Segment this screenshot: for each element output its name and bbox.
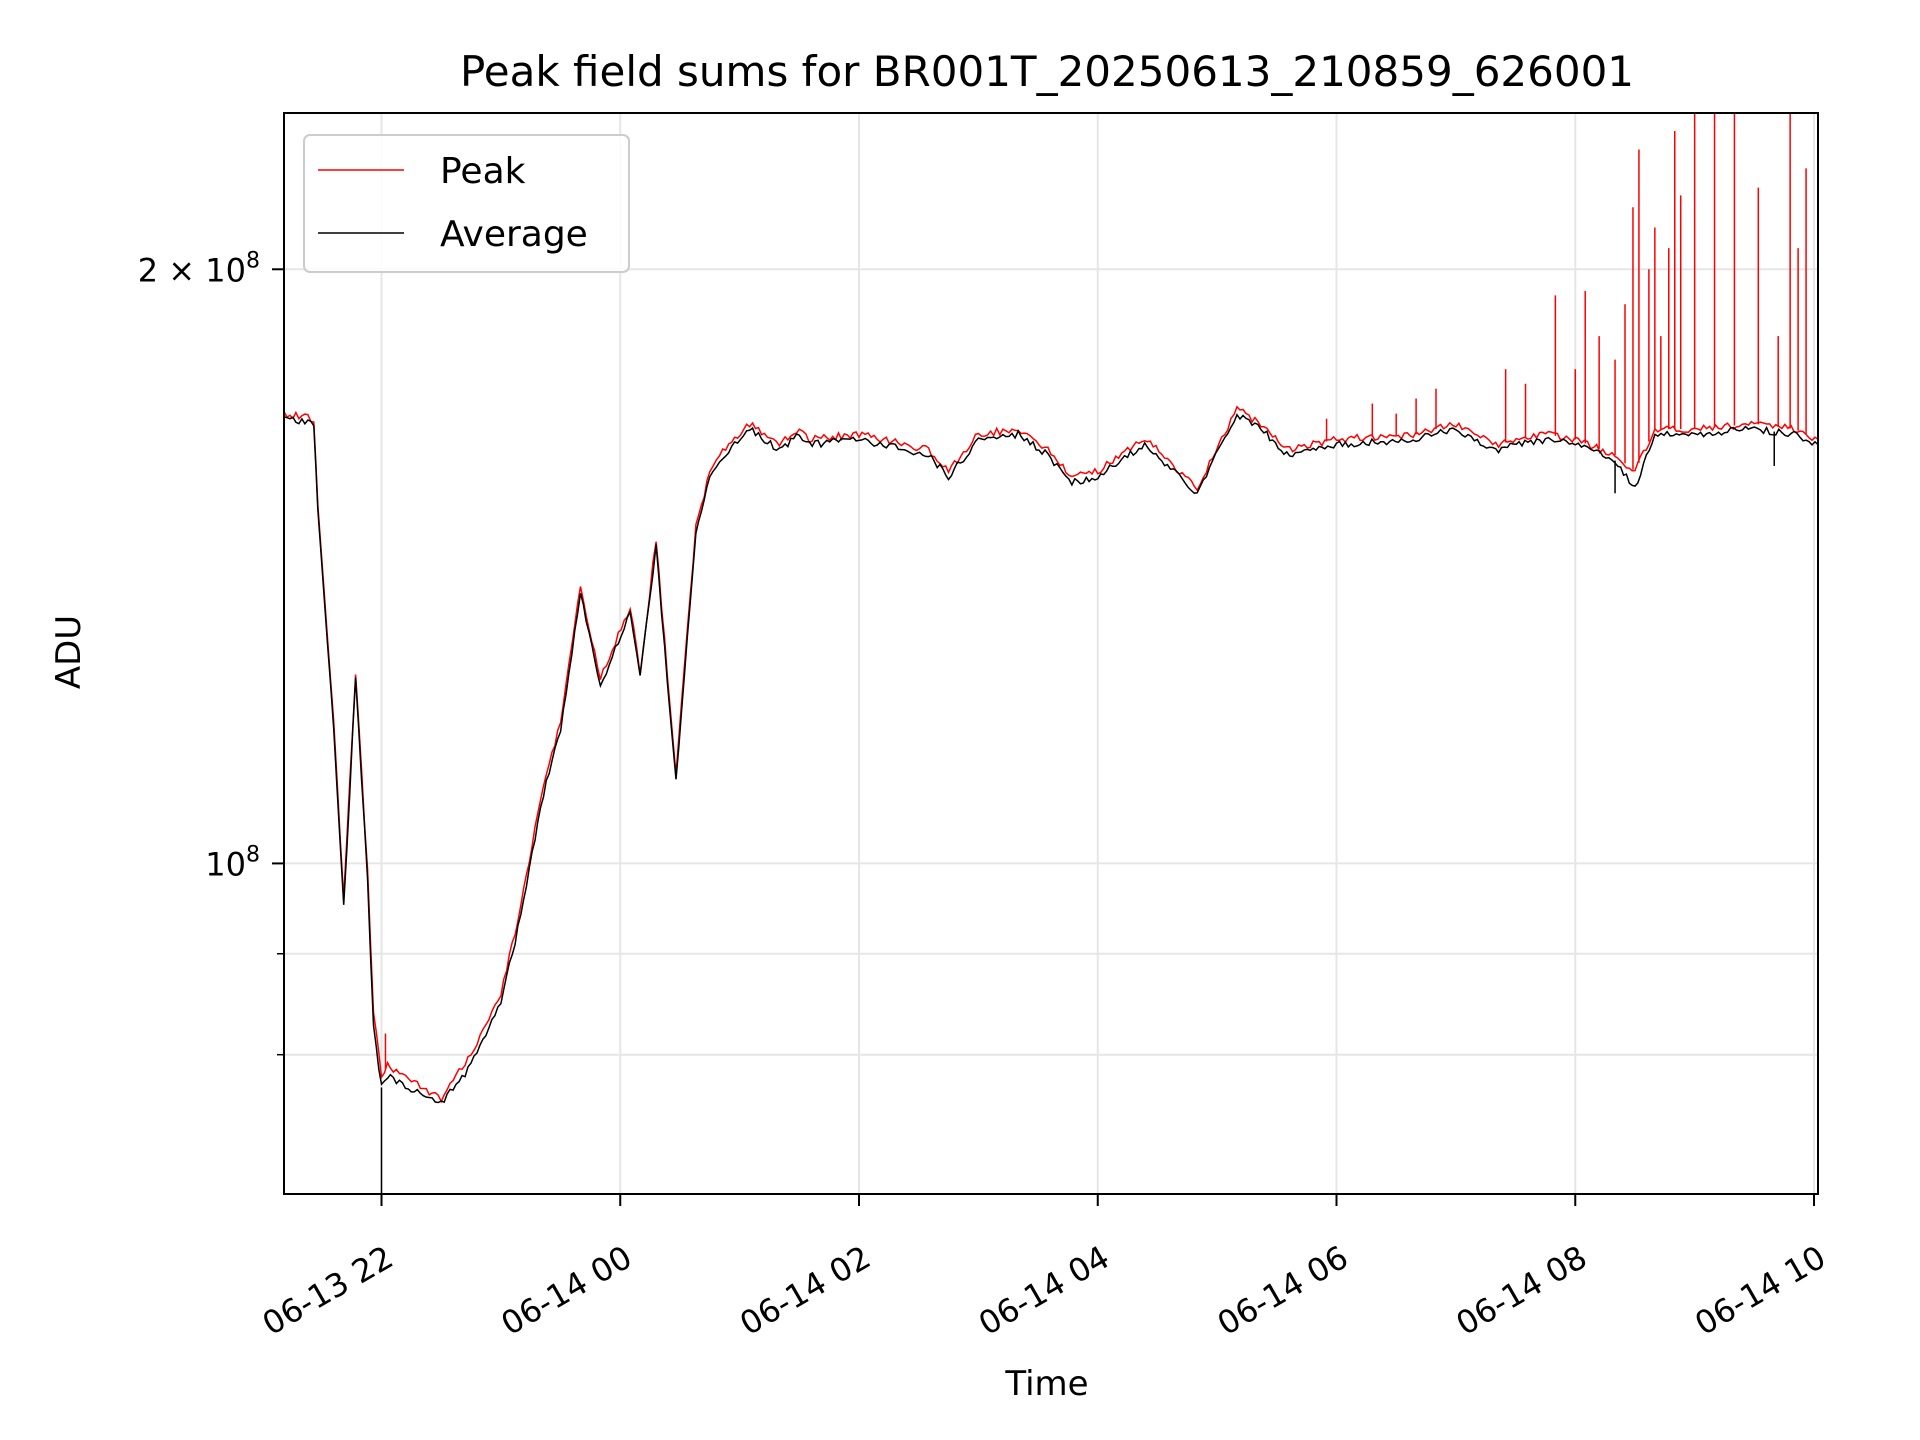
legend-label-average: Average bbox=[440, 214, 588, 255]
series-line-average bbox=[284, 413, 1818, 1104]
plot-area bbox=[284, 113, 1818, 1194]
grid bbox=[284, 113, 1818, 1194]
y-tick-label: 108 bbox=[205, 842, 260, 883]
axes-frame bbox=[283, 112, 1819, 1195]
series-line-peak bbox=[284, 405, 1818, 1104]
y-axis-label: ADU bbox=[49, 615, 89, 689]
legend-label-peak: Peak bbox=[440, 151, 526, 192]
y-axis: 108 2 × 108 bbox=[138, 248, 284, 1056]
y-tick-label: 2 × 108 bbox=[138, 248, 260, 289]
x-axis-label: Time bbox=[1004, 1364, 1088, 1404]
chart-title: Peak field sums for BR001T_20250613_2108… bbox=[460, 47, 1634, 96]
legend: Peak Average bbox=[303, 134, 630, 273]
